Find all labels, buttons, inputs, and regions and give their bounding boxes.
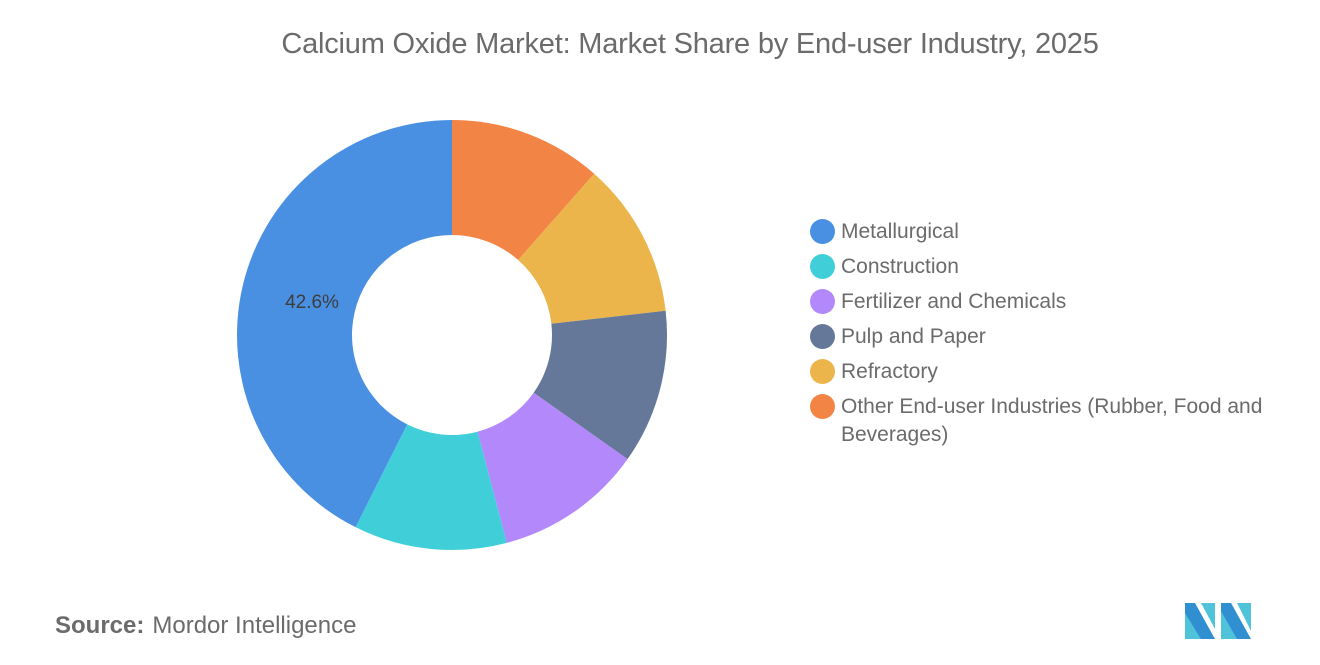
legend-item: Fertilizer and Chemicals: [810, 288, 1270, 316]
legend-label: Pulp and Paper: [841, 325, 986, 348]
legend-swatch-icon: [810, 289, 835, 314]
source-attribution: Source: Mordor Intelligence: [55, 612, 356, 640]
donut-slice-metallurgical: [237, 120, 452, 528]
legend-label: Fertilizer and Chemicals: [841, 290, 1067, 313]
legend-item: Construction: [810, 253, 1270, 281]
legend-label: Construction: [841, 255, 959, 278]
legend-swatch-icon: [810, 394, 835, 419]
legend-swatch-icon: [810, 324, 835, 349]
legend-swatch-icon: [810, 359, 835, 384]
donut-slice-construction: [355, 424, 507, 550]
source-label: Source:: [55, 612, 145, 639]
legend-label: Refractory: [841, 360, 938, 383]
donut-slice-other-end-user-industries-rubber-food-and-beverages: [452, 120, 595, 260]
donut-chart: 42.6%: [237, 120, 667, 550]
legend-swatch-icon: [810, 254, 835, 279]
legend-label: Other End-user Industries (Rubber, Food …: [841, 395, 1263, 446]
source-value: Mordor Intelligence: [152, 612, 357, 639]
chart-legend: Metallurgical Construction Fertilizer and …: [810, 218, 1270, 456]
mordor-intelligence-logo-icon: [1185, 603, 1251, 639]
legend-item: Other End-user Industries (Rubber, Food …: [810, 393, 1270, 449]
legend-item: Refractory: [810, 358, 1270, 386]
donut-slice-refractory: [518, 173, 666, 324]
donut-slice-fertilizer-and-chemicals: [477, 392, 628, 543]
legend-item: Pulp and Paper: [810, 323, 1270, 351]
donut-slice-pulp-and-paper: [533, 310, 667, 460]
legend-label: Metallurgical: [841, 220, 959, 243]
data-label: 42.6%: [285, 292, 339, 313]
legend-swatch-icon: [810, 219, 835, 244]
chart-title: Calcium Oxide Market: Market Share by En…: [281, 28, 1099, 60]
legend-item: Metallurgical: [810, 218, 1270, 246]
